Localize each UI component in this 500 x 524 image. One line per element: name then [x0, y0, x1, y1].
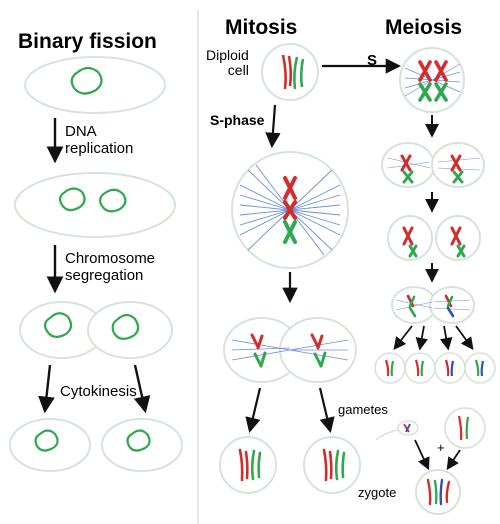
mei-gametes-4: [375, 353, 495, 383]
mei-egg: [445, 408, 485, 448]
bf-cell-3: [20, 302, 172, 358]
mei-sperm: [376, 421, 418, 440]
bf-arrow-3b: [135, 365, 145, 410]
bf-cell-1: [25, 57, 165, 113]
diagram-canvas: [0, 0, 500, 524]
mit-arrow-3b: [320, 388, 330, 430]
bf-daughter-a: [10, 419, 90, 471]
mei-mII: [392, 287, 474, 323]
mit-arrow-3a: [250, 388, 260, 430]
bf-cell-2: [15, 173, 175, 237]
mei-mI: [382, 143, 484, 187]
mei-zygote: [416, 470, 460, 514]
bf-daughter-b: [102, 419, 182, 471]
mit-anaphase: [224, 318, 356, 382]
mit-arrow-1: [272, 105, 275, 145]
bf-arrow-3a: [45, 365, 50, 410]
